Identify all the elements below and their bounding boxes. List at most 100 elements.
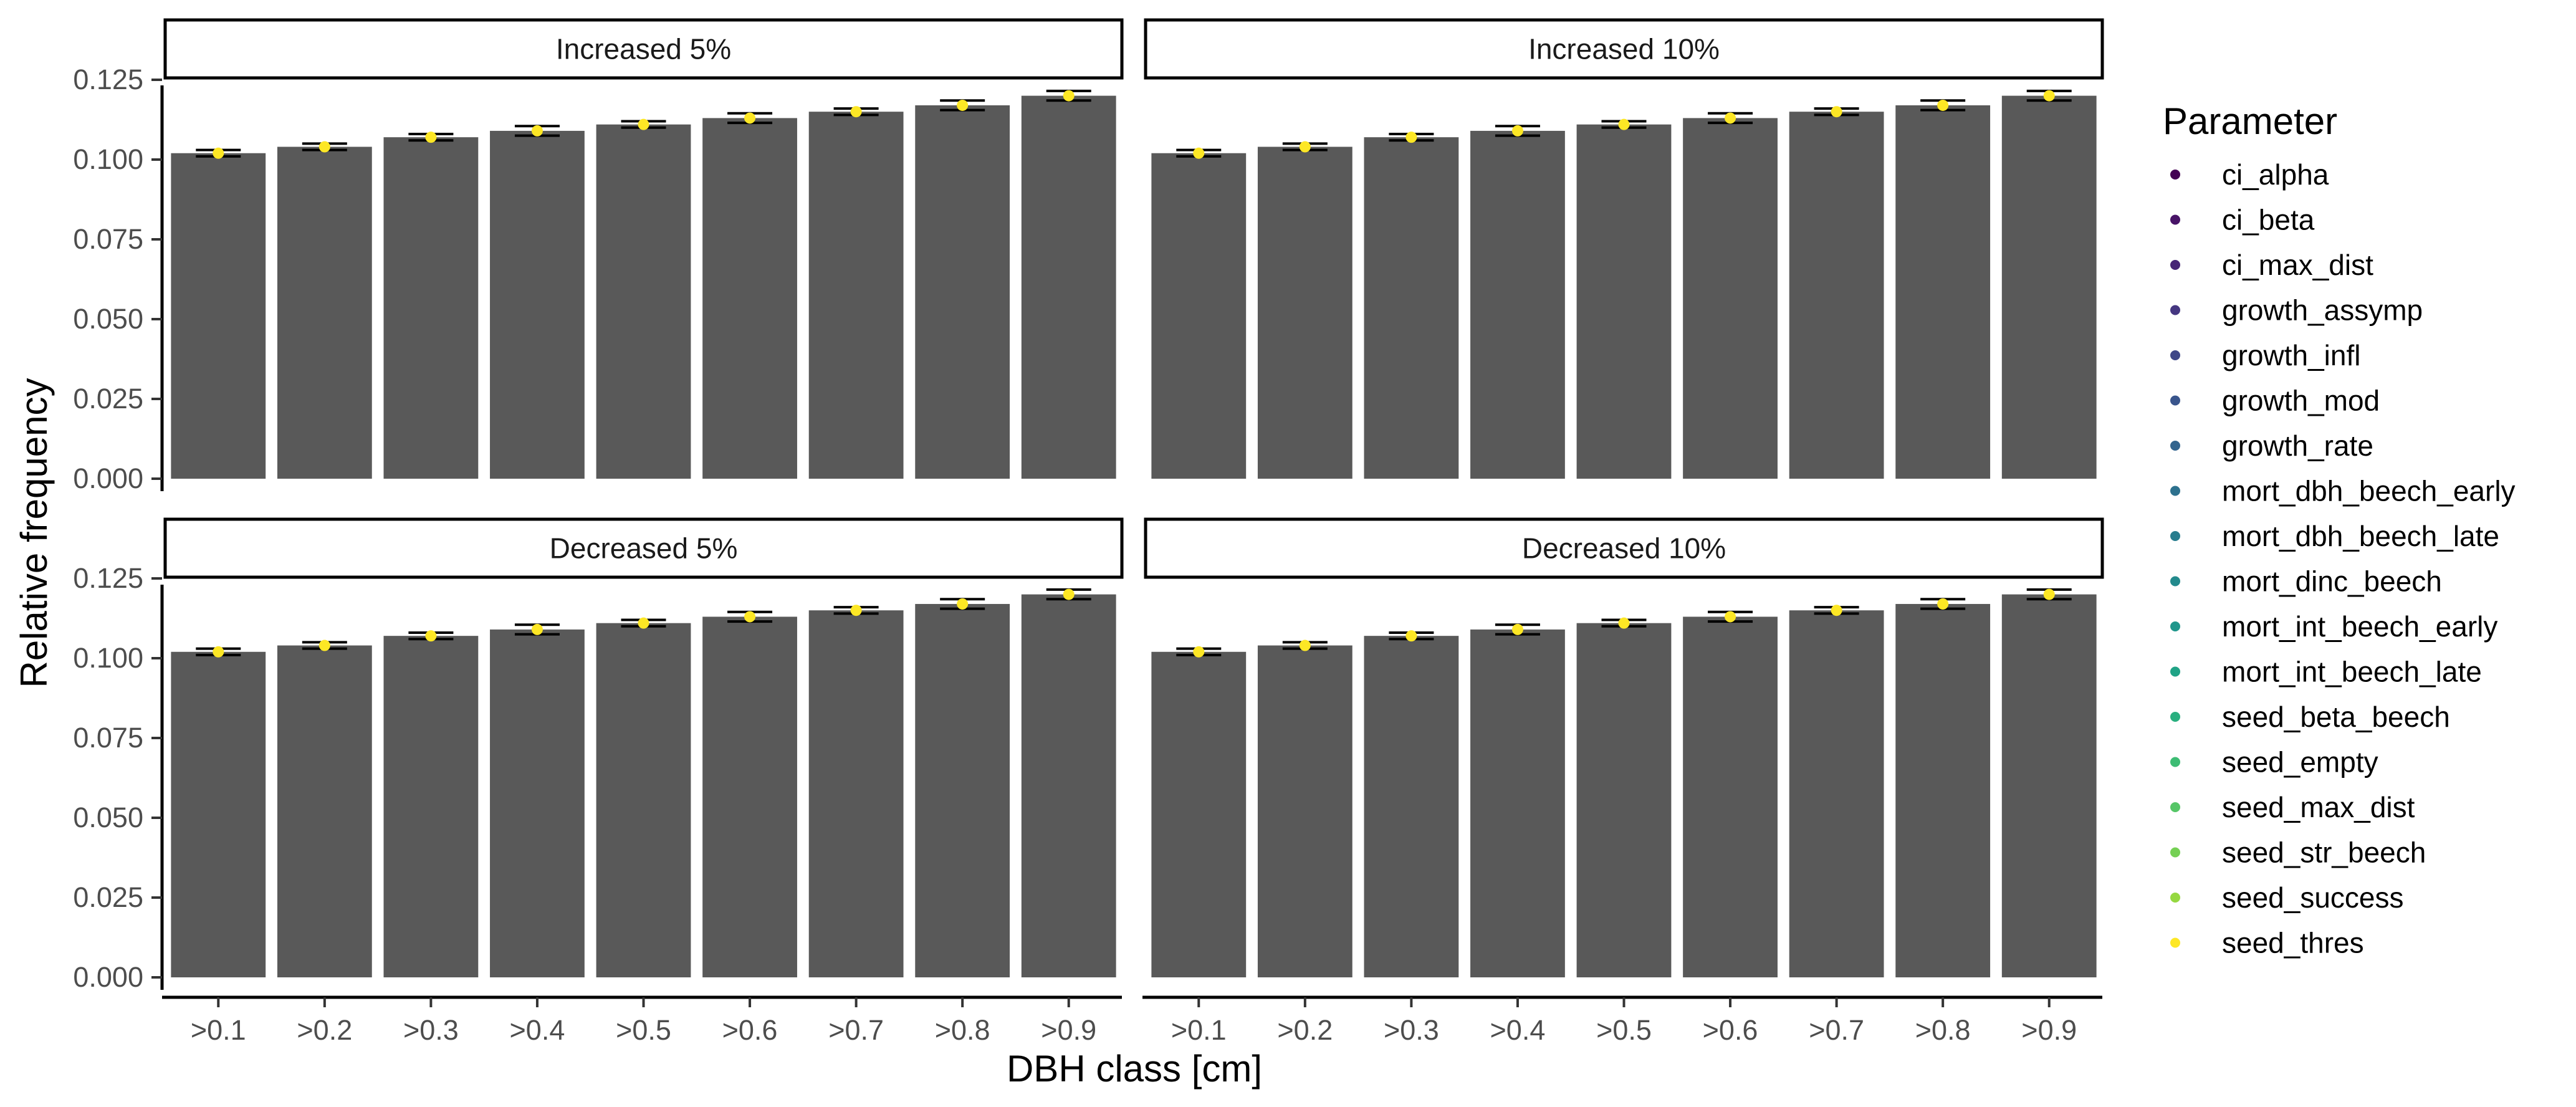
panel-title: Decreased 5% <box>550 532 738 565</box>
legend-label: growth_rate <box>2222 429 2373 462</box>
bar <box>1895 105 1991 479</box>
bar <box>1470 629 1565 977</box>
legend-key <box>2170 712 2180 722</box>
bar <box>1789 112 1884 479</box>
y-tick-label: 0.000 <box>73 961 143 993</box>
legend-item: growth_mod <box>2170 385 2380 417</box>
legend-item: growth_assymp <box>2170 294 2423 327</box>
legend-key <box>2170 305 2180 315</box>
data-point <box>531 125 543 137</box>
data-point <box>2043 588 2055 600</box>
x-tick-label: >0.4 <box>1490 1014 1546 1046</box>
data-point <box>957 598 969 610</box>
bar <box>1257 146 1353 479</box>
x-tick-label: >0.6 <box>1703 1014 1758 1046</box>
legend-key <box>2170 214 2180 225</box>
bar <box>1151 651 1247 977</box>
x-axis-title: DBH class [cm] <box>1007 1048 1262 1090</box>
data-point <box>744 611 756 623</box>
bar <box>808 112 904 479</box>
data-point <box>1193 147 1205 159</box>
data-point <box>425 132 437 143</box>
legend-item: mort_int_beech_late <box>2170 656 2482 688</box>
legend-key <box>2170 350 2180 360</box>
legend-item: seed_max_dist <box>2170 791 2415 823</box>
data-point <box>318 640 330 651</box>
panel-3: Decreased 5% 0.000 0.025 0.050 0.075 0.100 0.1… <box>73 517 1124 1046</box>
legend-key <box>2170 802 2180 812</box>
data-point <box>1831 605 1842 616</box>
bar <box>702 616 797 977</box>
bar <box>490 130 585 479</box>
legend-label: mort_dbh_beech_late <box>2222 520 2499 552</box>
data-point <box>638 617 649 629</box>
legend-item: seed_success <box>2170 881 2404 914</box>
data-point <box>1063 588 1075 600</box>
legend-label: growth_mod <box>2222 385 2380 417</box>
data-point <box>638 118 649 130</box>
data-point <box>1063 90 1075 102</box>
legend-key <box>2170 757 2180 767</box>
legend-key <box>2170 666 2180 677</box>
bar <box>915 105 1010 479</box>
legend-item: growth_infl <box>2170 339 2360 371</box>
x-tick-label: >0.3 <box>403 1014 459 1046</box>
x-tick-label: >0.4 <box>510 1014 565 1046</box>
data-point <box>425 630 437 642</box>
legend-label: seed_success <box>2222 881 2404 914</box>
legend-label: seed_thres <box>2222 927 2364 959</box>
legend-label: ci_alpha <box>2222 158 2329 191</box>
panel-1: Increased 5% 0.000 0.025 0.050 0.075 0.100 0.1… <box>73 18 1124 494</box>
bar <box>1683 118 1778 479</box>
legend-item: mort_dinc_beech <box>2170 565 2442 598</box>
bar <box>277 645 372 977</box>
legend-key <box>2170 576 2180 587</box>
panel-title: Decreased 10% <box>1522 532 1726 565</box>
bar <box>383 137 479 479</box>
data-point <box>1618 118 1630 130</box>
y-tick-label: 0.075 <box>73 722 143 754</box>
y-tick-label: 0.025 <box>73 881 143 913</box>
bar <box>490 629 585 977</box>
data-point <box>1299 141 1311 153</box>
x-tick-label: >0.6 <box>722 1014 778 1046</box>
data-point <box>1937 598 1949 610</box>
legend-item: growth_rate <box>2170 429 2373 462</box>
data-point <box>1405 630 1417 642</box>
legend-item: seed_thres <box>2170 927 2364 959</box>
legend-item: mort_dbh_beech_early <box>2170 475 2516 507</box>
data-point <box>531 623 543 635</box>
x-tick-label: >0.1 <box>191 1014 246 1046</box>
data-point <box>1831 106 1842 118</box>
bar <box>1364 137 1459 479</box>
data-point <box>744 112 756 124</box>
y-tick-label: 0.125 <box>73 64 143 95</box>
data-point <box>1511 125 1523 137</box>
bar <box>171 153 266 479</box>
panel-strip <box>1144 517 2104 579</box>
data-point <box>213 646 224 658</box>
legend-key <box>2170 531 2180 541</box>
y-tick-label: 0.025 <box>73 383 143 415</box>
legend-key <box>2170 395 2180 406</box>
legend-key <box>2170 893 2180 903</box>
panel-4: Decreased 10% >0.1 >0.2 >0.3 >0.4 >0.5 >0.6 >0.… <box>1142 517 2104 1046</box>
bar <box>2001 95 2097 479</box>
data-point <box>957 99 969 111</box>
bar <box>277 146 372 479</box>
y-tick-label: 0.000 <box>73 462 143 494</box>
x-tick-label: >0.9 <box>2021 1014 2077 1046</box>
x-tick-label: >0.2 <box>1277 1014 1333 1046</box>
legend-key <box>2170 937 2180 948</box>
legend-label: mort_dinc_beech <box>2222 565 2442 598</box>
legend-label: seed_str_beech <box>2222 836 2426 869</box>
x-tick-label: >0.8 <box>1915 1014 1971 1046</box>
legend-key <box>2170 847 2180 858</box>
y-tick-label: 0.100 <box>73 143 143 175</box>
legend-item: mort_int_beech_early <box>2170 610 2497 643</box>
x-tick-label: >0.3 <box>1384 1014 1439 1046</box>
y-tick-label: 0.125 <box>73 562 143 594</box>
legend-item: seed_str_beech <box>2170 836 2426 869</box>
legend-item: seed_beta_beech <box>2170 701 2450 733</box>
